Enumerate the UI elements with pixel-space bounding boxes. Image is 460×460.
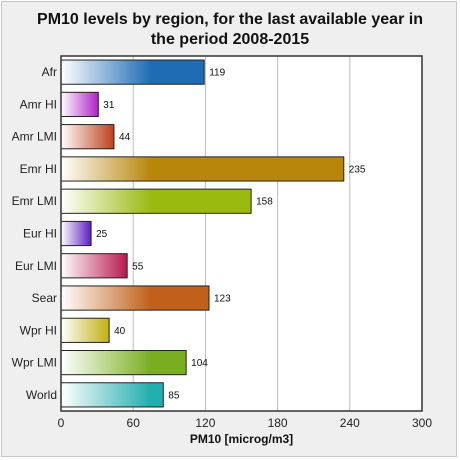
y-tick-label: Wpr HI [20, 323, 57, 337]
plot-border [60, 55, 423, 412]
x-axis-label: PM10 [microg/m3] [190, 432, 293, 446]
y-tick-labels: Afr Amr HI Amr LMI Emr HI Emr LMI Eur HI Eur L… [12, 65, 57, 402]
x-tick-label: 180 [268, 416, 288, 430]
x-tick-label: 300 [412, 416, 432, 430]
bar-afr [60, 59, 205, 85]
y-tick-label: Sear [32, 291, 57, 305]
y-tick-label: Emr HI [20, 162, 57, 176]
value-label: 119 [209, 68, 225, 79]
value-label: 31 [103, 100, 115, 111]
bar-emr-lmi [60, 188, 252, 214]
value-label: 40 [114, 326, 126, 337]
bar-wpr-lmi [60, 349, 187, 376]
value-label: 25 [96, 229, 108, 240]
bar-emr-hi [60, 156, 345, 182]
y-tick-label: Amr LMI [12, 130, 57, 144]
x-tick-labels: 0 60 120 180 240 300 [58, 416, 433, 430]
bar-sear [60, 285, 210, 311]
x-tick-label: 0 [58, 416, 65, 430]
bar-wpr-hi [60, 317, 110, 343]
value-label: 44 [119, 132, 131, 143]
value-label: 123 [214, 294, 231, 305]
value-label: 55 [132, 261, 144, 272]
bar-amr-hi [60, 91, 99, 118]
y-tick-label: Eur LMI [15, 259, 57, 273]
value-label: 104 [191, 358, 208, 369]
value-label: 158 [256, 197, 273, 208]
y-tick-label: World [26, 388, 57, 402]
bar-eur-hi [60, 220, 92, 247]
bars [60, 59, 345, 408]
y-tick-label: Afr [42, 65, 57, 79]
value-labels: 119 31 44 235 158 25 55 123 40 104 85 [96, 68, 366, 402]
x-tick-label: 60 [127, 416, 141, 430]
x-tick-label: 120 [195, 416, 215, 430]
y-tick-label: Amr HI [20, 97, 57, 111]
y-tick-label: Eur HI [23, 227, 57, 241]
value-label: 85 [168, 390, 180, 401]
bar-eur-lmi [60, 253, 128, 279]
chart-title: PM10 levels by region, for the last avai… [20, 10, 440, 50]
y-tick-label: Wpr LMI [12, 356, 57, 370]
value-label: 235 [349, 164, 366, 175]
chart-title-line-2: the period 2008-2015 [150, 31, 310, 48]
bar-world [60, 382, 164, 408]
chart-title-line-1: PM10 levels by region, for the last avai… [37, 11, 423, 28]
y-tick-label: Emr LMI [12, 194, 57, 208]
bar-amr-lmi [60, 124, 115, 150]
x-tick-label: 240 [340, 416, 360, 430]
